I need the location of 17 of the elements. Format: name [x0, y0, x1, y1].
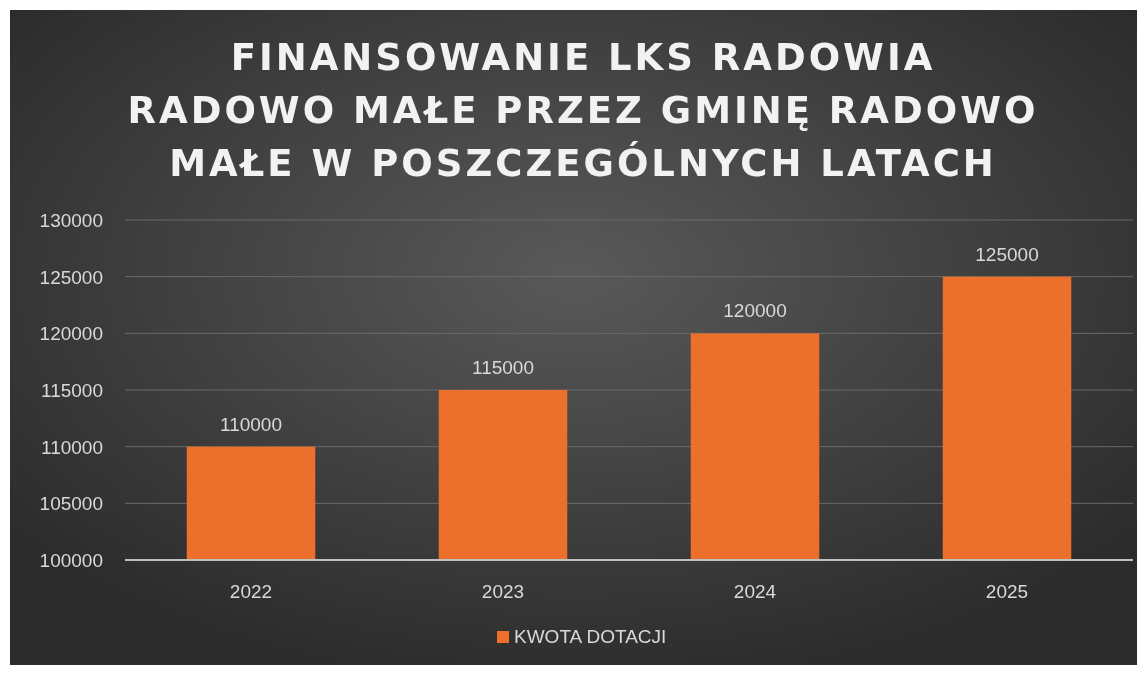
data-label: 115000: [472, 357, 534, 378]
data-label: 120000: [723, 300, 787, 322]
y-tick-label: 120000: [39, 323, 103, 345]
y-tick-label: 100000: [39, 550, 103, 571]
data-label: 110000: [220, 413, 282, 435]
data-label: 125000: [975, 243, 1039, 265]
x-tick-label: 2023: [481, 581, 525, 602]
y-tick-label: 105000: [39, 493, 103, 515]
y-tick-label: 125000: [39, 266, 103, 288]
y-tick-label: 130000: [39, 210, 103, 231]
x-tick-label: 2025: [985, 581, 1029, 602]
y-tick-label: 115000: [41, 380, 103, 401]
x-tick-label: 2024: [733, 581, 777, 602]
x-tick-label: 2022: [229, 581, 273, 602]
chart-title: FINANSOWANIE LKS RADOWIA RADOWO MAŁE PRZEZ GMINĘ RADOWO MAŁE W POSZCZEGÓLNYCH LATACH: [127, 36, 1039, 185]
legend-label: KWOTA DOTACJI: [514, 626, 667, 647]
y-tick-label: 110000: [41, 436, 103, 458]
